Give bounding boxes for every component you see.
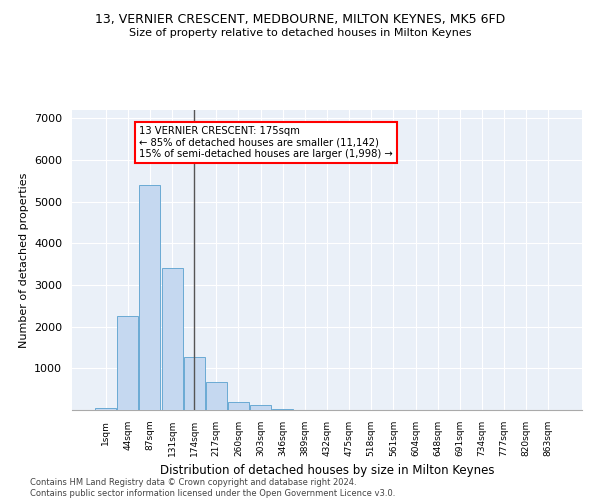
X-axis label: Distribution of detached houses by size in Milton Keynes: Distribution of detached houses by size … — [160, 464, 494, 477]
Bar — [206, 382, 227, 410]
Bar — [95, 408, 116, 410]
Bar — [184, 356, 205, 410]
Text: Contains HM Land Registry data © Crown copyright and database right 2024.
Contai: Contains HM Land Registry data © Crown c… — [30, 478, 395, 498]
Text: 13, VERNIER CRESCENT, MEDBOURNE, MILTON KEYNES, MK5 6FD: 13, VERNIER CRESCENT, MEDBOURNE, MILTON … — [95, 12, 505, 26]
Bar — [161, 268, 182, 410]
Text: 13 VERNIER CRESCENT: 175sqm
← 85% of detached houses are smaller (11,142)
15% of: 13 VERNIER CRESCENT: 175sqm ← 85% of det… — [139, 126, 392, 159]
Bar — [272, 408, 293, 410]
Y-axis label: Number of detached properties: Number of detached properties — [19, 172, 29, 348]
Bar — [118, 316, 139, 410]
Bar — [228, 402, 249, 410]
Text: Size of property relative to detached houses in Milton Keynes: Size of property relative to detached ho… — [129, 28, 471, 38]
Bar — [139, 185, 160, 410]
Bar — [250, 406, 271, 410]
